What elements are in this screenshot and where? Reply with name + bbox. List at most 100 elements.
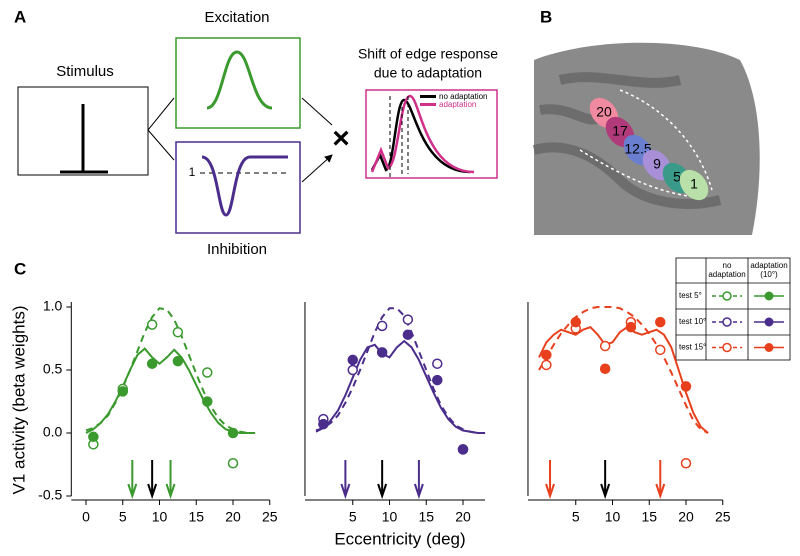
multiply-sign: × — [332, 122, 350, 155]
data-point — [432, 358, 443, 369]
arrow — [165, 460, 176, 500]
data-point — [146, 319, 158, 330]
x-tick-label: 20 — [678, 509, 694, 525]
legend-marker — [722, 291, 732, 301]
excitation-curve — [206, 50, 273, 110]
inhibition-level: 1 — [189, 165, 196, 179]
legend-swatch — [420, 103, 436, 106]
legend-column: adaptation (10°) — [750, 261, 787, 279]
data-point — [402, 314, 414, 325]
x-tick-label: 15 — [188, 509, 204, 525]
y-tick-label: 0.5 — [43, 361, 63, 377]
legend-marker — [764, 291, 774, 301]
arrow — [147, 460, 158, 500]
data-point — [376, 320, 388, 332]
panel-label: B — [540, 7, 552, 26]
data-point — [202, 396, 213, 407]
excitation-box — [175, 37, 301, 129]
y-axis-label: V1 activity (beta weights) — [9, 306, 28, 495]
x-tick-label: 20 — [455, 509, 471, 525]
curve — [538, 325, 709, 434]
curve — [315, 307, 486, 434]
legend-row: test 10° — [679, 317, 706, 326]
shift-title: Shift of edge response — [358, 46, 498, 62]
legend-row: test 15° — [679, 343, 706, 352]
curve — [315, 339, 486, 434]
region-label: 12.5 — [624, 141, 651, 157]
data-point — [625, 321, 637, 333]
arrow — [545, 460, 555, 500]
shift-markers — [389, 96, 409, 178]
legend-column: no adaptation — [708, 261, 745, 279]
data-point — [146, 358, 158, 369]
data-point — [457, 444, 469, 455]
region-label: 9 — [653, 156, 661, 172]
data-point — [599, 340, 611, 352]
x-axis-label: Eccentricity (deg) — [334, 529, 465, 548]
panel-label: A — [14, 7, 26, 26]
data-point — [227, 427, 239, 439]
shift-title: due to adaptation — [374, 65, 482, 81]
data-point — [88, 431, 99, 443]
data-point — [680, 381, 692, 392]
data-point — [599, 363, 611, 374]
x-tick-label: 25 — [715, 509, 731, 525]
x-tick-label: 5 — [119, 509, 127, 525]
x-tick-label: 10 — [382, 509, 398, 525]
data-point — [202, 367, 213, 378]
region-label: 1 — [690, 176, 698, 192]
data-point — [117, 386, 128, 397]
data-point — [680, 457, 692, 469]
curve — [538, 306, 709, 434]
legend-marker — [722, 317, 732, 327]
shift-curve-no-adaptation — [370, 98, 471, 174]
arrow — [413, 460, 424, 500]
region-label: 17 — [612, 123, 628, 139]
stimulus-box — [17, 86, 149, 176]
data-point — [347, 364, 358, 376]
x-tick-label: 10 — [605, 509, 621, 525]
legend-text: no adaptation — [439, 92, 488, 101]
x-tick-label: 5 — [572, 509, 580, 525]
brain-surface — [534, 42, 760, 236]
x-tick-label: 25 — [262, 509, 278, 525]
data-point — [172, 326, 184, 338]
y-tick-label: 0.0 — [43, 424, 63, 440]
stimulus-spike — [60, 104, 108, 174]
data-point — [172, 355, 184, 367]
arrow — [340, 460, 351, 500]
y-tick-label: -0.5 — [38, 487, 62, 503]
excitation-label: Excitation — [204, 9, 269, 26]
x-tick-label: 5 — [349, 509, 357, 525]
legend-swatch — [420, 95, 436, 98]
arrow — [127, 460, 138, 500]
flow-arrows — [147, 97, 332, 183]
curve — [85, 307, 256, 434]
arrow — [377, 460, 388, 500]
x-tick-label: 15 — [418, 509, 434, 525]
stimulus-label: Stimulus — [56, 63, 114, 80]
x-tick-label: 10 — [152, 509, 168, 525]
region — [679, 169, 709, 201]
data-point — [402, 329, 414, 340]
legend-marker — [764, 343, 774, 352]
x-tick-label: 0 — [82, 509, 90, 525]
data-point — [655, 316, 666, 328]
legend: no adaptation adaptation (10°) test 5° test 1… — [675, 257, 791, 361]
arrow — [655, 460, 666, 500]
shift-box — [365, 89, 498, 179]
legend-marker — [722, 342, 732, 353]
legend-marker — [764, 317, 774, 327]
inhibition-label: Inhibition — [207, 241, 267, 258]
data-point — [347, 354, 358, 366]
region-label: 20 — [596, 104, 612, 120]
data-point — [655, 344, 666, 356]
arrow — [600, 460, 611, 500]
data-point — [541, 359, 552, 371]
data-point — [318, 418, 329, 430]
data-point — [376, 347, 388, 358]
inhibition-curve — [201, 155, 288, 217]
